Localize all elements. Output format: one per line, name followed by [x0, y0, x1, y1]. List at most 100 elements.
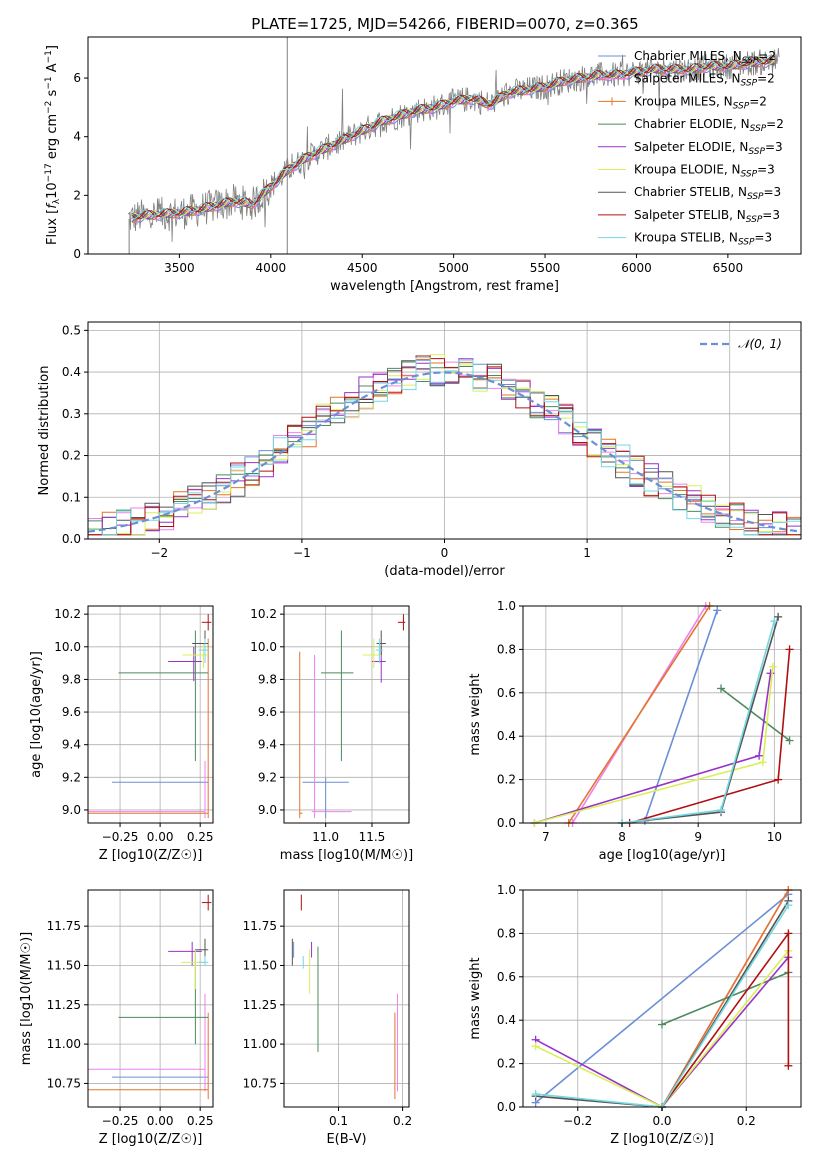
x-tick-label: −0.25 — [102, 830, 139, 844]
x-tick-label: 6000 — [621, 261, 652, 275]
y-tick-label: 1.0 — [497, 599, 516, 613]
y-tick-label: 11.25 — [47, 998, 81, 1012]
y-tick-label: 9.6 — [62, 705, 81, 719]
spectrum-y-axis-label: Flux [fλ10−17 erg cm−2 s−1 A−1] — [44, 45, 62, 245]
x-tick-label: −0.2 — [563, 1114, 592, 1128]
x-tick-label: 1 — [583, 546, 591, 560]
z-vs-mass-weight-panel: −0.2 0.0 0.2 0.0 0.2 0.4 0.6 0.8 1.0 Z [log10(Z/Z… — [468, 883, 802, 1147]
legend-label-chabrier-miles: Chabrier MILES, NSSP=2 — [634, 49, 776, 66]
y-tick-label: 0.2 — [497, 773, 516, 787]
figure-title: PLATE=1725, MJD=54266, FIBERID=0070, z=0… — [251, 15, 638, 33]
x-tick-label: −1 — [293, 546, 311, 560]
y-tick-label: 6 — [73, 71, 81, 85]
legend-label-salpeter-elodie: Salpeter ELODIE, NSSP=3 — [634, 140, 783, 157]
x-tick-label: −2 — [150, 546, 168, 560]
y-tick-label: 0.4 — [497, 729, 516, 743]
y-axis-label: mass weight — [468, 957, 483, 1039]
axes-frame — [87, 605, 214, 824]
y-tick-label: 11.00 — [243, 1037, 277, 1051]
y-tick-label: 11.75 — [243, 919, 277, 933]
y-axis-label: mass [log10(M/M☉)] — [19, 932, 34, 1065]
x-tick-label: 0.0 — [652, 1114, 671, 1128]
spectrum-panel: 3500 4000 4500 5000 5500 6000 6500 0 2 4 6 waveleng… — [73, 36, 802, 294]
y-tick-label: 0 — [73, 247, 81, 261]
ebv-vs-mass-panel: 0.1 0.2 10.75 11.00 11.25 11.50 11.75 E(B-V) — [243, 889, 412, 1147]
x-tick-label: −0.25 — [102, 1114, 139, 1128]
axes-frame — [87, 36, 802, 255]
x-tick-label: 11.5 — [359, 830, 386, 844]
y-tick-label: 10.2 — [54, 607, 81, 621]
legend-label-salpeter-miles: Salpeter MILES, NSSP=2 — [634, 72, 775, 89]
x-tick-label: 9 — [694, 830, 702, 844]
y-tick-label: 0.1 — [62, 490, 81, 504]
y-tick-label: 10.0 — [54, 640, 81, 654]
y-tick-label: 9.8 — [62, 672, 81, 686]
legend-label-salpeter-stelib: Salpeter STELIB, NSSP=3 — [634, 208, 780, 225]
normal-distribution-curve — [88, 371, 801, 533]
y-tick-label: 0.0 — [62, 532, 81, 546]
y-tick-label: 9.2 — [258, 770, 277, 784]
plot-area — [88, 614, 212, 819]
x-axis-label: Z [log10(Z/Z☉)] — [610, 1132, 714, 1147]
x-tick-label: 3500 — [164, 261, 195, 275]
y-tick-label: 11.50 — [243, 958, 277, 972]
y-tick-label: 9.6 — [258, 705, 277, 719]
x-tick-label: 10 — [767, 830, 782, 844]
x-tick-label: 5000 — [438, 261, 469, 275]
y-tick-label: 10.75 — [47, 1076, 81, 1090]
weight-line-kroupa-miles — [568, 605, 711, 824]
model-salpeter-stelib — [131, 55, 775, 220]
model-chabrier-stelib — [131, 55, 776, 220]
x-tick-label: 0.2 — [393, 1114, 412, 1128]
y-tick-label: 0.6 — [497, 686, 516, 700]
model-kroupa-stelib — [131, 55, 776, 220]
x-tick-label: 0.25 — [187, 1114, 214, 1128]
legend-label-kroupa-stelib: Kroupa STELIB, NSSP=3 — [634, 231, 772, 248]
axes-frame — [283, 605, 410, 824]
x-axis-label: Z [log10(Z/Z☉)] — [99, 1132, 203, 1147]
y-tick-label: 0.3 — [62, 407, 81, 421]
weight-line-chabrier-elodie — [720, 687, 791, 742]
y-tick-label: 0.2 — [497, 1057, 516, 1071]
plot-area — [530, 602, 794, 827]
y-tick-label: 11.00 — [47, 1037, 81, 1051]
x-axis-label: wavelength [Angstrom, rest frame] — [330, 279, 559, 294]
x-tick-label: 2 — [726, 546, 734, 560]
legend-label-chabrier-elodie: Chabrier ELODIE, NSSP=2 — [634, 117, 784, 134]
x-tick-label: 6500 — [713, 261, 744, 275]
y-tick-label: 9.8 — [258, 672, 277, 686]
legend-normal-label: 𝒩(0, 1) — [738, 337, 782, 351]
x-tick-label: 0 — [441, 546, 449, 560]
y-tick-label: 4 — [73, 130, 81, 144]
y-tick-label: 9.4 — [258, 738, 277, 752]
y-tick-label: 9.2 — [62, 770, 81, 784]
y-axis-label: mass weight — [468, 673, 483, 755]
y-axis-label: age [log10(age/yr)] — [29, 651, 44, 778]
y-tick-label: 11.50 — [47, 958, 81, 972]
y-tick-label: 0.5 — [62, 323, 81, 337]
plot-area — [88, 894, 212, 1100]
x-tick-label: 11.0 — [312, 830, 339, 844]
z-vs-mass-panel: −0.25 0.00 0.25 10.75 11.00 11.25 11.50 11.75 Z … — [19, 889, 214, 1147]
y-tick-label: 9.4 — [62, 738, 81, 752]
x-tick-label: 0.00 — [147, 1114, 174, 1128]
y-tick-label: 0.0 — [497, 1100, 516, 1114]
mass-vs-age-panel: 11.0 11.5 9.0 9.2 9.4 9.6 9.8 10.0 10.2 mass [log… — [250, 605, 413, 863]
y-tick-label: 0.8 — [497, 642, 516, 656]
y-tick-label: 0.2 — [62, 449, 81, 463]
y-tick-label: 10.0 — [250, 640, 277, 654]
plot-area — [127, 37, 780, 254]
y-tick-label: 1.0 — [497, 883, 516, 897]
residual-distribution-panel: −2 −1 0 1 2 0.0 0.1 0.2 0.3 0.4 0.5 (data-model)/er… — [37, 321, 802, 579]
y-axis-label: Normed distribution — [37, 366, 52, 496]
y-tick-label: 10.75 — [243, 1076, 277, 1090]
y-tick-label: 0.4 — [497, 1013, 516, 1027]
x-axis-label: E(B-V) — [326, 1132, 366, 1147]
legend-label-chabrier-stelib: Chabrier STELIB, NSSP=3 — [634, 185, 781, 202]
x-tick-label: 7 — [542, 830, 550, 844]
x-axis-label: Z [log10(Z/Z☉)] — [99, 848, 203, 863]
spectrum-legend: Chabrier MILES, NSSP=2 Salpeter MILES, NS… — [598, 49, 784, 248]
axes-frame — [522, 605, 802, 824]
y-tick-label: 0.4 — [62, 365, 81, 379]
